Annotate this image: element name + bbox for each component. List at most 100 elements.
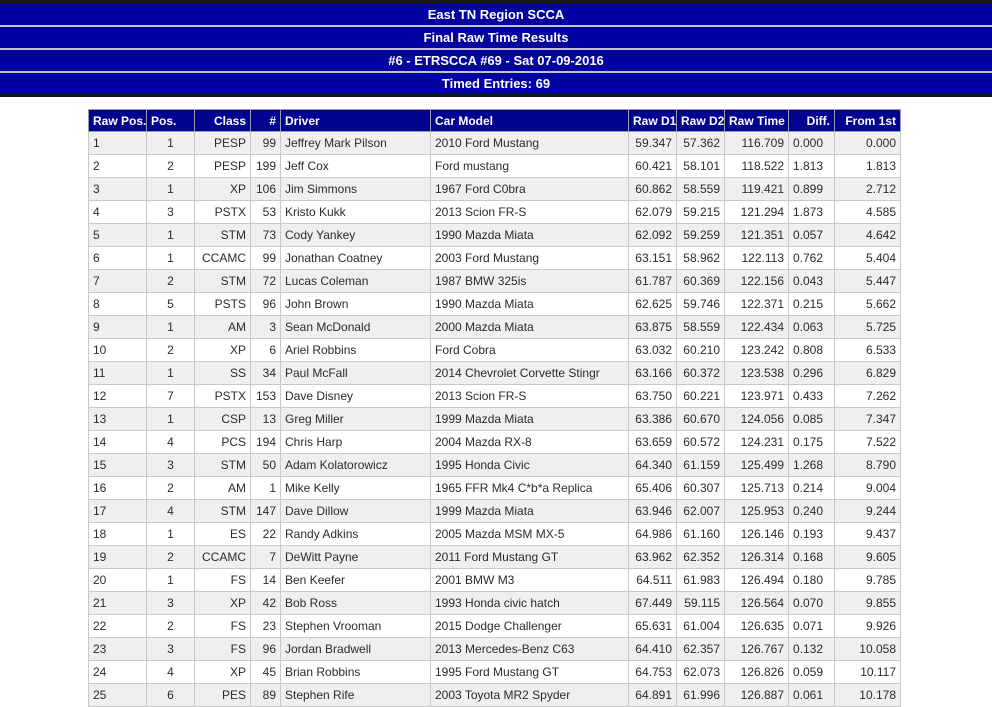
table-header-row: Raw Pos. Pos. Class # Driver Car Model Raw D1 R… (88, 109, 901, 132)
table-row: 13 1 CSP 13 Greg Miller 1999 Mazda Miata 63.38… (88, 407, 901, 431)
cell-driver: Greg Miller (280, 407, 431, 431)
cell-num: 96 (250, 637, 281, 661)
cell-raw-time: 124.231 (724, 430, 789, 454)
banner-region-title: East TN Region SCCA (0, 4, 992, 27)
cell-raw-d1: 63.875 (628, 315, 677, 339)
cell-raw-d1: 62.079 (628, 200, 677, 224)
cell-pos: 2 (146, 476, 195, 500)
cell-car-class: CCAMC (194, 545, 251, 569)
cell-num: 72 (250, 269, 281, 293)
cell-car-class: XP (194, 660, 251, 684)
cell-num: 73 (250, 223, 281, 247)
cell-car-model: 1999 Mazda Miata (430, 407, 629, 431)
cell-raw-d2: 62.352 (676, 545, 725, 569)
cell-num: 194 (250, 430, 281, 454)
cell-pos: 2 (146, 338, 195, 362)
column-header-car-model: Car Model (430, 109, 629, 132)
cell-diff: 0.240 (788, 499, 835, 523)
cell-raw-d2: 58.101 (676, 154, 725, 178)
cell-raw-pos: 6 (88, 246, 147, 270)
cell-car-class: PCS (194, 430, 251, 454)
cell-car-model: 1987 BMW 325is (430, 269, 629, 293)
cell-car-class: FS (194, 637, 251, 661)
cell-from-1st: 5.662 (834, 292, 901, 316)
cell-driver: Jeffrey Mark Pilson (280, 131, 431, 155)
cell-driver: Stephen Rife (280, 683, 431, 707)
cell-num: 7 (250, 545, 281, 569)
cell-raw-d1: 63.946 (628, 499, 677, 523)
cell-driver: Brian Robbins (280, 660, 431, 684)
table-row: 18 1 ES 22 Randy Adkins 2005 Mazda MSM MX-5 64… (88, 522, 901, 546)
cell-from-1st: 10.178 (834, 683, 901, 707)
cell-raw-d2: 60.372 (676, 361, 725, 385)
cell-raw-pos: 14 (88, 430, 147, 454)
cell-raw-pos: 12 (88, 384, 147, 408)
cell-num: 53 (250, 200, 281, 224)
cell-raw-time: 126.314 (724, 545, 789, 569)
table-row: 10 2 XP 6 Ariel Robbins Ford Cobra 63.032 60.21… (88, 338, 901, 362)
cell-num: 50 (250, 453, 281, 477)
cell-num: 99 (250, 131, 281, 155)
cell-pos: 3 (146, 200, 195, 224)
cell-raw-d2: 59.746 (676, 292, 725, 316)
cell-car-class: AM (194, 476, 251, 500)
cell-num: 147 (250, 499, 281, 523)
column-header-diff: Diff. (788, 109, 835, 132)
cell-car-class: PESP (194, 131, 251, 155)
cell-car-model: 1965 FFR Mk4 C*b*a Replica (430, 476, 629, 500)
cell-raw-d2: 59.215 (676, 200, 725, 224)
cell-from-1st: 9.926 (834, 614, 901, 638)
cell-from-1st: 5.404 (834, 246, 901, 270)
cell-car-model: 1995 Ford Mustang GT (430, 660, 629, 684)
cell-raw-time: 122.156 (724, 269, 789, 293)
cell-pos: 6 (146, 683, 195, 707)
cell-raw-d2: 61.996 (676, 683, 725, 707)
cell-driver: DeWitt Payne (280, 545, 431, 569)
cell-pos: 1 (146, 568, 195, 592)
cell-diff: 0.214 (788, 476, 835, 500)
cell-pos: 4 (146, 430, 195, 454)
cell-car-model: 2015 Dodge Challenger (430, 614, 629, 638)
cell-car-class: AM (194, 315, 251, 339)
cell-driver: Randy Adkins (280, 522, 431, 546)
cell-raw-d2: 62.357 (676, 637, 725, 661)
cell-raw-time: 126.826 (724, 660, 789, 684)
cell-driver: Lucas Coleman (280, 269, 431, 293)
cell-from-1st: 9.244 (834, 499, 901, 523)
cell-raw-pos: 7 (88, 269, 147, 293)
cell-raw-d1: 65.631 (628, 614, 677, 638)
cell-raw-d1: 64.753 (628, 660, 677, 684)
column-header-raw-pos: Raw Pos. (88, 109, 147, 132)
cell-pos: 1 (146, 131, 195, 155)
cell-car-model: 2013 Mercedes-Benz C63 (430, 637, 629, 661)
cell-car-model: 1990 Mazda Miata (430, 292, 629, 316)
cell-driver: Chris Harp (280, 430, 431, 454)
table-row: 2 2 PESP 199 Jeff Cox Ford mustang 60.421 58.10… (88, 154, 901, 178)
cell-car-model: Ford Cobra (430, 338, 629, 362)
cell-car-class: XP (194, 338, 251, 362)
cell-driver: Cody Yankey (280, 223, 431, 247)
cell-car-model: 1999 Mazda Miata (430, 499, 629, 523)
cell-pos: 1 (146, 177, 195, 201)
cell-car-class: STM (194, 223, 251, 247)
cell-raw-d1: 59.347 (628, 131, 677, 155)
cell-raw-time: 123.538 (724, 361, 789, 385)
cell-raw-pos: 8 (88, 292, 147, 316)
cell-raw-d1: 63.151 (628, 246, 677, 270)
cell-raw-time: 126.494 (724, 568, 789, 592)
table-row: 6 1 CCAMC 99 Jonathan Coatney 2003 Ford Musta… (88, 246, 901, 270)
cell-driver: John Brown (280, 292, 431, 316)
table-body: 1 1 PESP 99 Jeffrey Mark Pilson 2010 Ford Mus… (88, 131, 901, 707)
cell-from-1st: 2.712 (834, 177, 901, 201)
cell-raw-pos: 4 (88, 200, 147, 224)
table-row: 25 6 PES 89 Stephen Rife 2003 Toyota MR2 Spyd… (88, 683, 901, 707)
cell-diff: 0.193 (788, 522, 835, 546)
cell-raw-d2: 59.259 (676, 223, 725, 247)
cell-from-1st: 9.855 (834, 591, 901, 615)
cell-driver: Paul McFall (280, 361, 431, 385)
column-header-raw-d2: Raw D2 (676, 109, 725, 132)
cell-raw-d1: 63.032 (628, 338, 677, 362)
cell-raw-time: 123.971 (724, 384, 789, 408)
cell-raw-time: 124.056 (724, 407, 789, 431)
table-row: 7 2 STM 72 Lucas Coleman 1987 BMW 325is 61.787… (88, 269, 901, 293)
